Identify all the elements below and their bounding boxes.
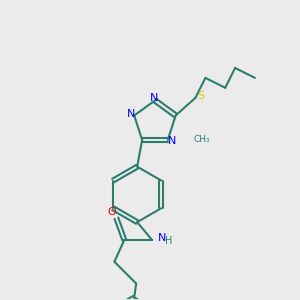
- Text: N: N: [167, 136, 176, 146]
- Text: H: H: [165, 236, 172, 246]
- Text: CH₃: CH₃: [194, 135, 210, 144]
- Text: N: N: [127, 109, 135, 118]
- Text: N: N: [158, 233, 166, 243]
- Text: N: N: [150, 94, 158, 103]
- Text: O: O: [107, 207, 116, 217]
- Text: S: S: [197, 91, 204, 101]
